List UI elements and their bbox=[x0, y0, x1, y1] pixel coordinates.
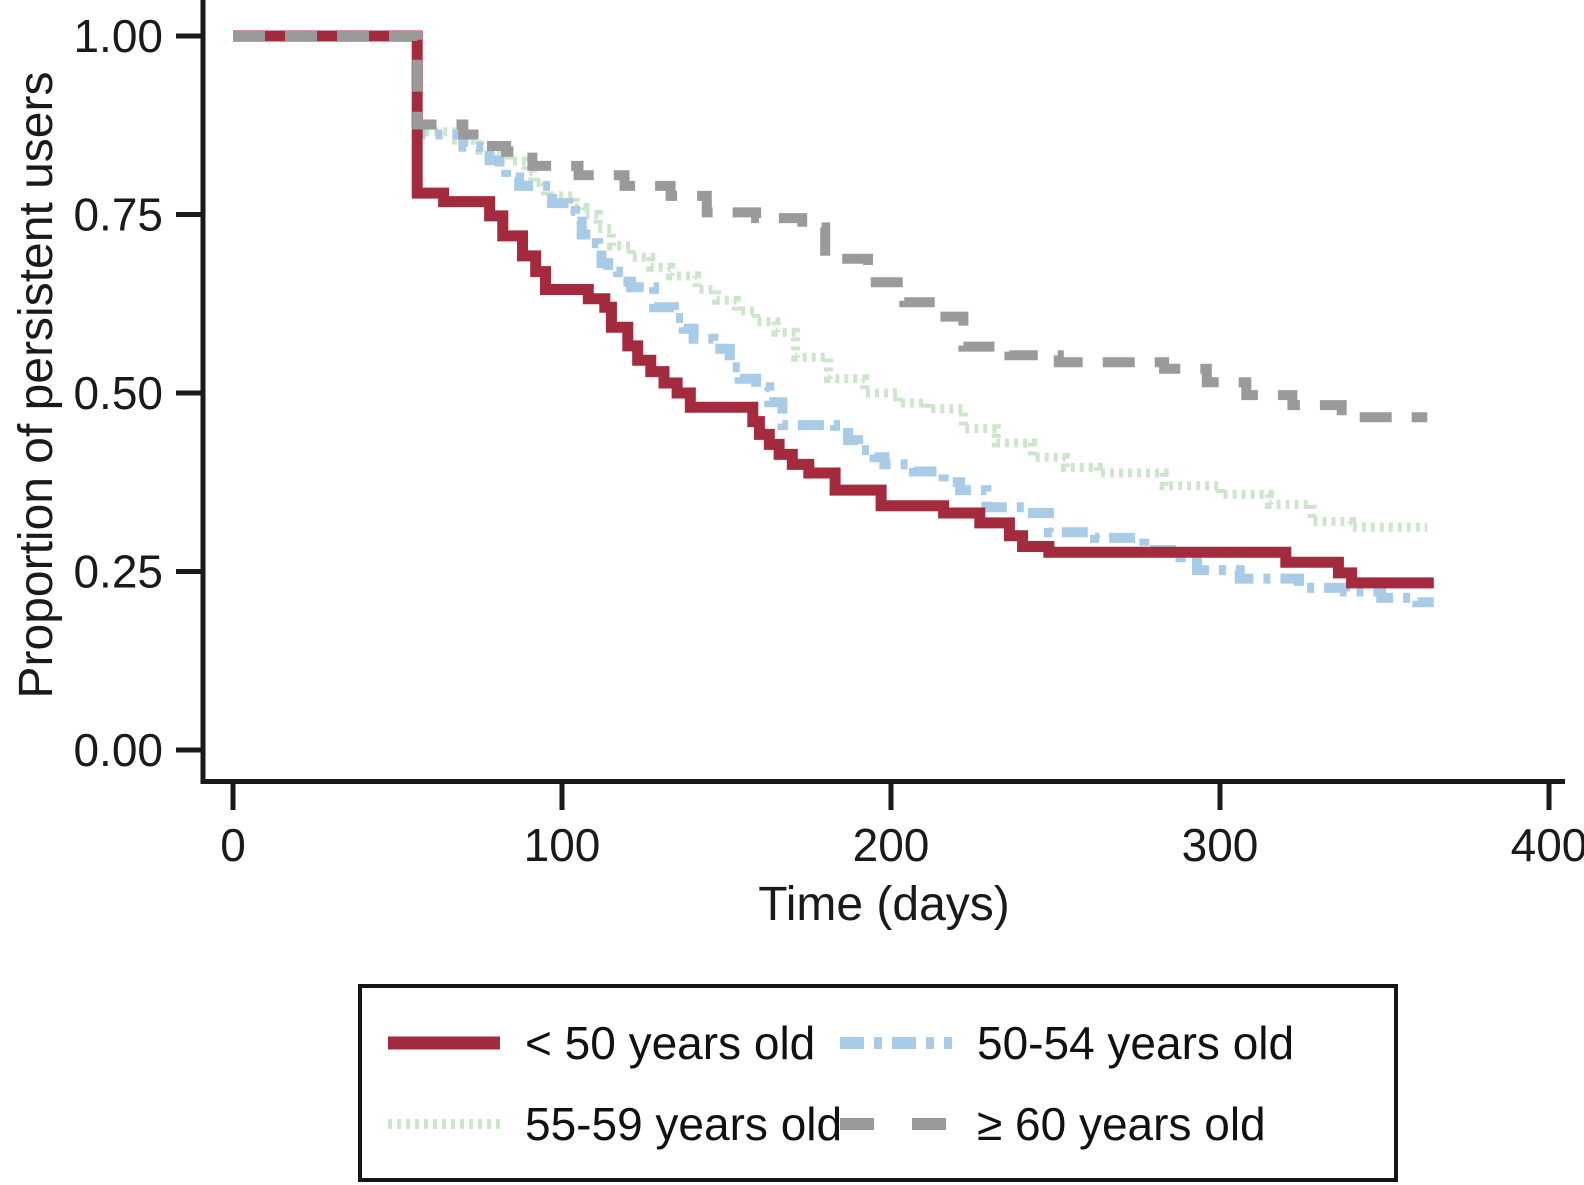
legend-label: ≥ 60 years old bbox=[977, 1097, 1266, 1150]
legend-label: < 50 years old bbox=[525, 1016, 816, 1069]
legend-label: 55-59 years old bbox=[525, 1097, 843, 1150]
series-line-55-59 bbox=[233, 31, 1428, 532]
legend-item-60-plus: ≥ 60 years old bbox=[840, 1101, 1384, 1147]
y-tick-label: 0.75 bbox=[73, 189, 163, 241]
legend-box: < 50 years old 50-54 years old 55-59 yea… bbox=[358, 984, 1398, 1182]
series-line-50-54 bbox=[233, 31, 1434, 608]
x-tick-label: 300 bbox=[1182, 819, 1259, 871]
y-tick-label: 1.00 bbox=[73, 10, 163, 62]
legend-swatch-55-59 bbox=[388, 1118, 500, 1129]
y-tick-label: 0.50 bbox=[73, 367, 163, 419]
x-tick-label: 200 bbox=[853, 819, 930, 871]
series-line-60-plus bbox=[233, 31, 1428, 423]
x-tick-label: 100 bbox=[524, 819, 601, 871]
x-axis-title: Time (days) bbox=[758, 878, 1010, 931]
legend-item-under-50: < 50 years old bbox=[388, 1020, 840, 1066]
x-tick-label: 400 bbox=[1511, 819, 1584, 871]
x-tick-label: 0 bbox=[220, 819, 246, 871]
legend-label: 50-54 years old bbox=[977, 1016, 1295, 1069]
y-axis-title: Proportion of persistent users bbox=[10, 72, 63, 699]
series-line-under-50 bbox=[233, 30, 1434, 589]
legend-swatch-under-50 bbox=[388, 1036, 500, 1049]
y-tick-label: 0.25 bbox=[73, 546, 163, 598]
legend-item-50-54: 50-54 years old bbox=[840, 1020, 1384, 1066]
legend-swatch-60-plus bbox=[840, 1117, 952, 1130]
legend-swatch-50-54 bbox=[840, 1036, 952, 1049]
y-tick-label: 0.00 bbox=[73, 724, 163, 776]
legend-item-55-59: 55-59 years old bbox=[388, 1097, 843, 1150]
